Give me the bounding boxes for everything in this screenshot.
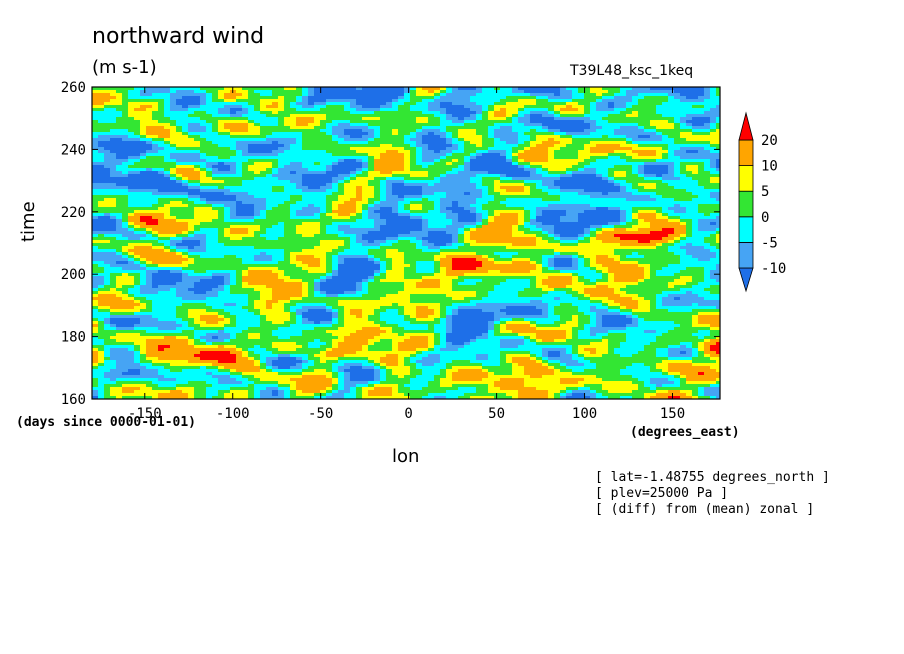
x-tick-label: 0 — [404, 406, 412, 422]
annotation-lat: [ lat=-1.48755 degrees_north ] — [595, 470, 830, 485]
colorbar-label: 20 — [761, 133, 778, 149]
plot-frame — [91, 86, 721, 400]
chart-title: northward wind — [92, 24, 265, 49]
colorbar-box — [738, 216, 754, 243]
colorbar: -10 -5 0 5 10 20 — [738, 111, 786, 293]
y-tick-label: 160 — [61, 392, 86, 408]
colorbar-box — [738, 241, 754, 269]
x-axis-units: (degrees_east) — [630, 425, 740, 440]
y-tick-label: 180 — [61, 330, 86, 346]
run-label: T39L48_ksc_1keq — [570, 63, 694, 79]
y-tick-label: 220 — [61, 205, 86, 221]
x-tick-label: 150 — [660, 406, 685, 422]
y-tick-label: 200 — [61, 267, 86, 283]
colorbar-label: 5 — [761, 184, 769, 200]
colorbar-label: -10 — [761, 261, 786, 277]
annotation-plev: [ plev=25000 Pa ] — [595, 486, 729, 501]
y-axis-units: (days since 0000-01-01) — [16, 415, 197, 430]
colorbar-extend-low — [738, 267, 754, 293]
y-tick-label: 240 — [61, 142, 86, 158]
annotation-diff: [ (diff) from (mean) zonal ] — [595, 502, 815, 517]
colorbar-box — [738, 190, 754, 218]
chart-units: (m s-1) — [92, 57, 157, 78]
x-tick-label: -50 — [308, 406, 333, 422]
colorbar-box — [738, 139, 754, 167]
x-tick-label: 100 — [572, 406, 597, 422]
colorbar-label: 0 — [761, 210, 769, 226]
x-tick-label: -100 — [216, 406, 250, 422]
x-tick-label: -150 — [128, 406, 162, 422]
x-tick-label: 50 — [488, 406, 505, 422]
heatmap-field — [92, 87, 720, 399]
colorbar-extend-high — [738, 111, 754, 141]
colorbar-label: 10 — [761, 159, 778, 175]
x-axis-label: lon — [392, 446, 420, 467]
y-tick-label: 260 — [61, 80, 86, 96]
colorbar-box — [738, 165, 754, 192]
colorbar-label: -5 — [761, 235, 778, 251]
